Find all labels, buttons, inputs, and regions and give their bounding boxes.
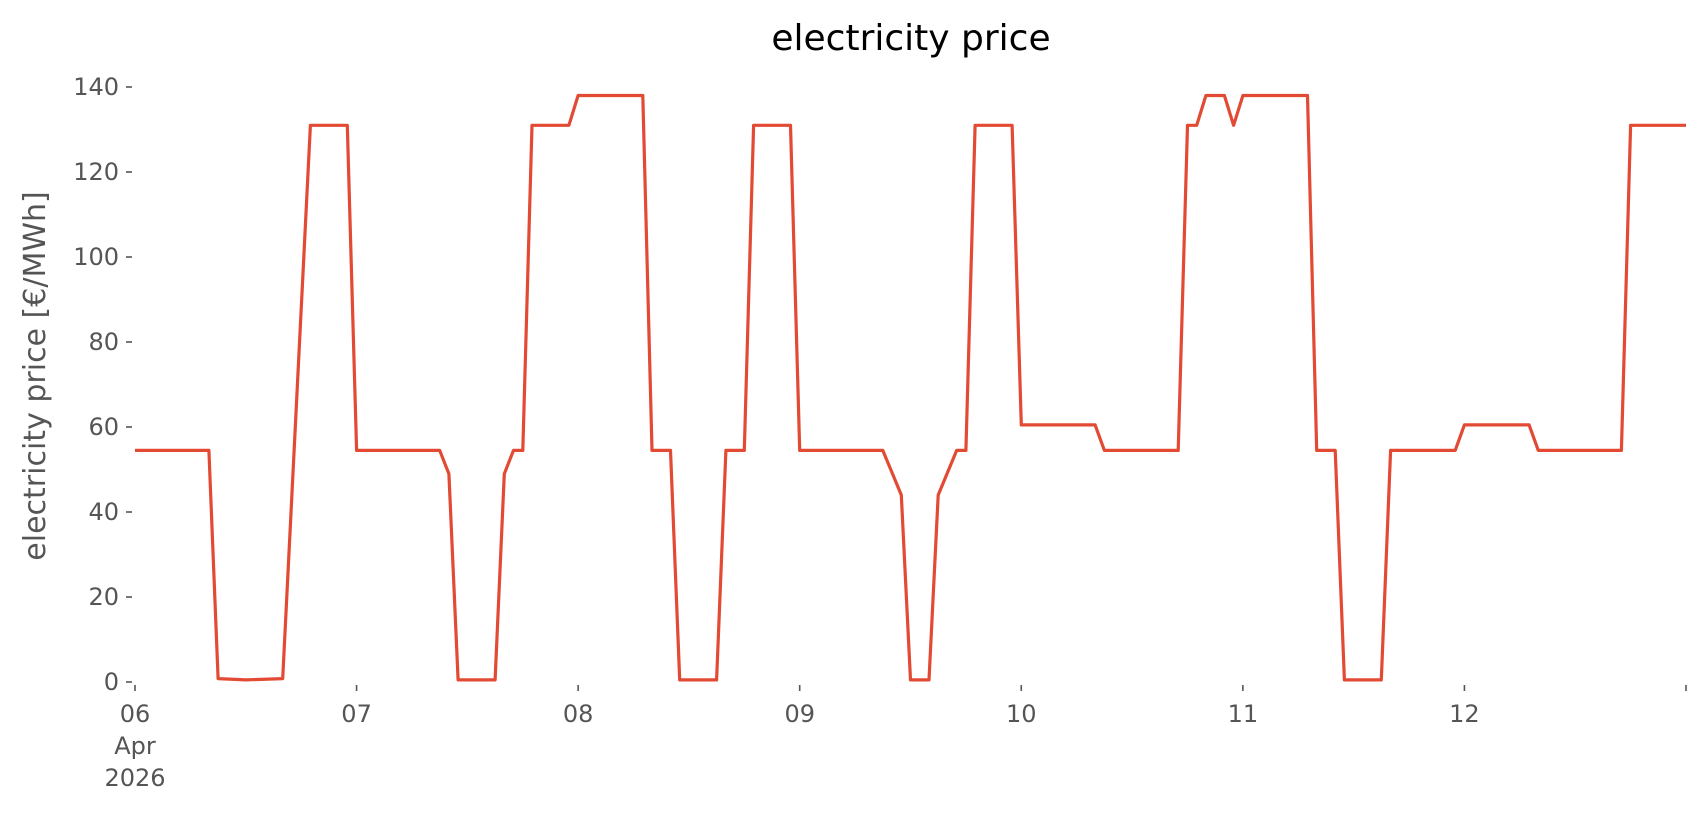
x-tick-label: 12 bbox=[1449, 700, 1480, 728]
x-tick-label: Apr bbox=[114, 732, 156, 760]
chart-title: electricity price bbox=[771, 18, 1050, 59]
x-tick-label: 09 bbox=[784, 700, 815, 728]
y-tick-label: 20 bbox=[88, 583, 119, 611]
y-tick-label: 40 bbox=[88, 498, 119, 526]
price-series-line bbox=[135, 93, 1686, 682]
y-axis: 0 20 40 60 80 100 120 140 bbox=[73, 73, 132, 696]
x-tick-label: 06 bbox=[120, 700, 151, 728]
plot-area bbox=[135, 93, 1686, 682]
x-axis: 06 Apr 2026 07 08 09 10 11 12 bbox=[104, 685, 1687, 792]
x-tick-label: 07 bbox=[341, 700, 372, 728]
y-tick-label: 120 bbox=[73, 158, 119, 186]
y-tick-label: 140 bbox=[73, 73, 119, 101]
y-tick-label: 100 bbox=[73, 243, 119, 271]
x-tick-label: 08 bbox=[563, 700, 594, 728]
y-tick-label: 60 bbox=[88, 413, 119, 441]
y-tick-label: 80 bbox=[88, 328, 119, 356]
x-tick-label: 10 bbox=[1006, 700, 1037, 728]
x-tick-label: 2026 bbox=[104, 764, 165, 792]
x-tick-label: 11 bbox=[1228, 700, 1259, 728]
y-axis-label: electricity price [€/MWh] bbox=[18, 191, 53, 560]
y-tick-label: 0 bbox=[104, 668, 119, 696]
